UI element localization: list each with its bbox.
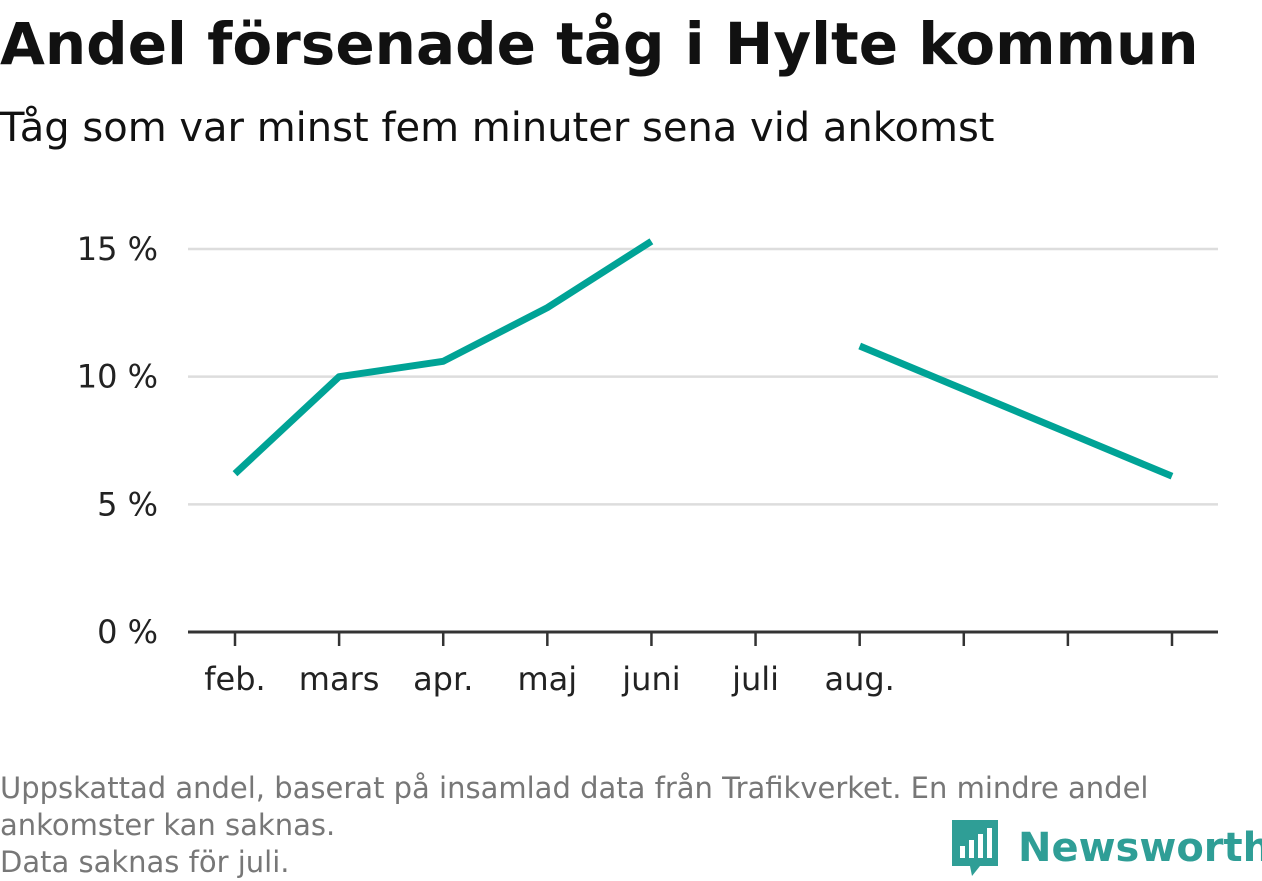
x-axis: feb. mars apr. maj juni juli aug.	[188, 630, 1218, 698]
y-tick-label: 5 %	[97, 485, 158, 523]
x-tick-label: feb.	[204, 660, 265, 698]
brand-name: Newsworthy	[1018, 825, 1262, 871]
x-tick-label: aug.	[824, 660, 894, 698]
series-line-segment	[232, 238, 654, 477]
x-tick-label: juli	[731, 660, 779, 698]
footnote-source: Uppskattad andel, baserat på insamlad da…	[0, 771, 1149, 842]
x-tick-label: mars	[299, 660, 380, 698]
footnote-missing-data: Data saknas för juli.	[0, 845, 290, 879]
footnote: Uppskattad andel, baserat på insamlad da…	[0, 770, 1250, 881]
chart-subtitle: Tåg som var minst fem minuter sena vid a…	[0, 105, 995, 151]
x-tick-label: juni	[621, 660, 680, 698]
newsworthy-logo-icon	[952, 820, 998, 876]
y-tick-label: 10 %	[77, 358, 158, 396]
y-tick-label: 15 %	[77, 230, 158, 268]
series-line-segment	[858, 342, 1174, 480]
y-tick-label: 0 %	[97, 613, 158, 651]
y-axis-ticks: 0 % 5 % 10 % 15 %	[77, 230, 158, 651]
series-lines	[232, 238, 1174, 480]
line-chart: 0 % 5 % 10 % 15 % feb. mars apr. maj juni juli au…	[77, 230, 1218, 698]
chart-title: Andel försenade tåg i Hylte kommun	[0, 10, 1199, 78]
brand: Newsworthy	[950, 818, 1262, 878]
x-tick-label: apr.	[413, 660, 473, 698]
x-tick-label: maj	[517, 660, 577, 698]
